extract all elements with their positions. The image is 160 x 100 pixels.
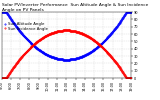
- Sun Altitude Angle: [16, 27, 18, 28]
- Sun Altitude Angle: [95, 47, 97, 49]
- Sun Incidence Angle: [16, 62, 18, 63]
- Sun Incidence Angle: [52, 32, 54, 33]
- Sun Incidence Angle: [95, 41, 97, 43]
- Sun Incidence Angle: [130, 77, 132, 79]
- Sun Altitude Angle: [95, 48, 96, 49]
- Sun Altitude Angle: [65, 59, 67, 60]
- Sun Incidence Angle: [95, 41, 96, 42]
- Sun Altitude Angle: [130, 11, 132, 13]
- Line: Sun Altitude Angle: Sun Altitude Angle: [1, 11, 132, 60]
- Sun Altitude Angle: [52, 57, 54, 58]
- Sun Incidence Angle: [83, 34, 84, 35]
- Text: Solar PV/Inverter Performance  Sun Altitude Angle & Sun Incidence Angle on PV Pa: Solar PV/Inverter Performance Sun Altitu…: [2, 3, 148, 12]
- Sun Incidence Angle: [1, 77, 3, 79]
- Line: Sun Incidence Angle: Sun Incidence Angle: [1, 30, 132, 79]
- Sun Incidence Angle: [43, 36, 45, 38]
- Sun Altitude Angle: [1, 11, 3, 13]
- Sun Incidence Angle: [65, 30, 67, 31]
- Legend: Sun Altitude Angle, Sun Incidence Angle: Sun Altitude Angle, Sun Incidence Angle: [4, 22, 48, 31]
- Sun Altitude Angle: [43, 52, 45, 54]
- Sun Altitude Angle: [83, 55, 84, 56]
